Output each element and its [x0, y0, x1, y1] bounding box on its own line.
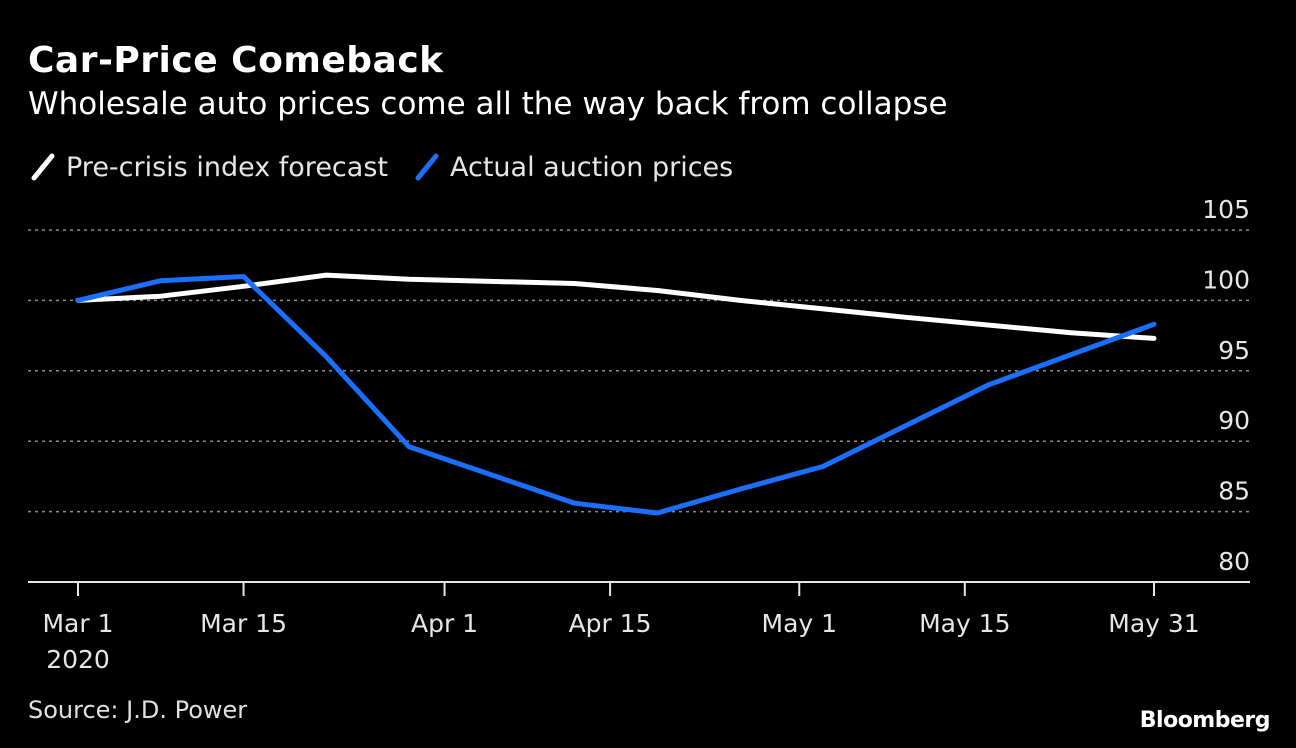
y-tick-label-85: 85 — [1218, 477, 1250, 506]
x-tick-sublabel-0: 2020 — [46, 645, 110, 674]
x-tick-label-0: Mar 1 — [42, 609, 113, 638]
chart-title: Car-Price Comeback — [28, 40, 444, 81]
legend-item-actual: Actual auction prices — [412, 150, 733, 184]
y-tick-label-95: 95 — [1218, 336, 1250, 365]
x-tick-label-6: May 31 — [1108, 609, 1199, 638]
y-tick-label-90: 90 — [1218, 406, 1250, 435]
legend-item-forecast: Pre-crisis index forecast — [28, 150, 388, 184]
x-tick-label-5: May 15 — [919, 609, 1010, 638]
y-tick-label-100: 100 — [1202, 265, 1250, 294]
x-tick-label-4: May 1 — [762, 609, 838, 638]
legend-swatch-actual — [415, 153, 439, 181]
legend-label-actual: Actual auction prices — [449, 151, 734, 183]
y-tick-label-105: 105 — [1202, 195, 1250, 224]
legend-label-forecast: Pre-crisis index forecast — [66, 151, 388, 183]
chart-subtitle: Wholesale auto prices come all the way b… — [28, 86, 948, 122]
brand-logo: Bloomberg — [1139, 708, 1271, 733]
x-tick-label-2: Apr 1 — [411, 609, 478, 638]
x-tick-label-3: Apr 15 — [569, 609, 652, 638]
series-line-actual — [75, 274, 1157, 516]
y-tick-label-80: 80 — [1218, 547, 1250, 576]
legend: Pre-crisis index forecast Actual auction… — [28, 150, 757, 184]
source-note: Source: J.D. Power — [28, 696, 248, 724]
x-tick-label-1: Mar 15 — [200, 609, 287, 638]
legend-swatch-forecast — [31, 153, 55, 181]
series-line-forecast — [75, 272, 1157, 341]
